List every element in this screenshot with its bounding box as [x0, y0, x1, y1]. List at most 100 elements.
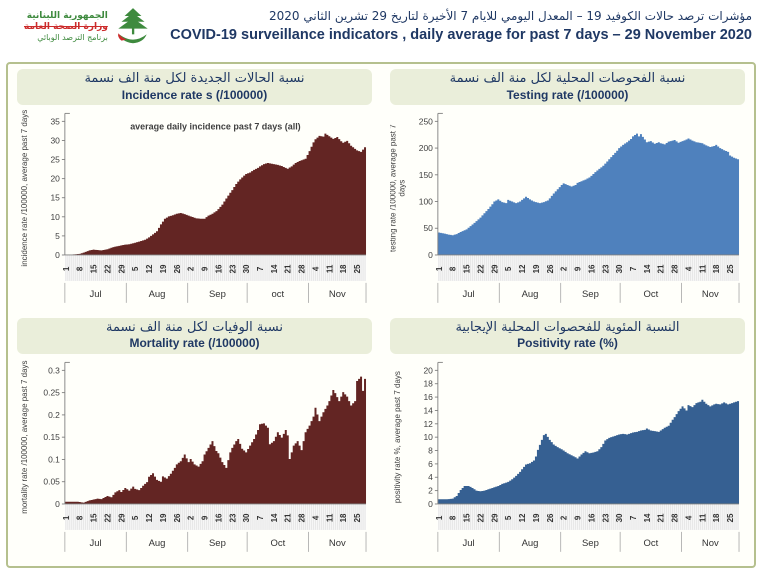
- moph-logo: الجمهورية اللبنانية وزارة الصحة العامة ب…: [24, 6, 154, 48]
- svg-text:15: 15: [90, 264, 99, 273]
- svg-text:11: 11: [325, 513, 334, 522]
- svg-text:16: 16: [587, 513, 596, 522]
- svg-text:Sep: Sep: [209, 289, 226, 300]
- svg-text:10: 10: [50, 212, 60, 222]
- svg-text:8: 8: [449, 515, 458, 520]
- svg-text:Sep: Sep: [582, 538, 599, 549]
- svg-text:25: 25: [50, 155, 60, 165]
- svg-text:30: 30: [242, 513, 251, 522]
- svg-text:8: 8: [449, 266, 458, 271]
- svg-text:Oct: Oct: [643, 289, 658, 300]
- svg-text:28: 28: [298, 264, 307, 273]
- svg-text:50: 50: [423, 224, 433, 234]
- svg-text:Oct: Oct: [643, 538, 658, 549]
- svg-text:30: 30: [242, 264, 251, 273]
- chart-block-incidence: نسبة الحالات الجديدة لكل منة الف نسمة In…: [17, 69, 372, 312]
- svg-text:1: 1: [62, 266, 71, 271]
- svg-text:16: 16: [214, 513, 223, 522]
- svg-text:16: 16: [423, 392, 433, 402]
- svg-text:30: 30: [50, 136, 60, 146]
- logo-text: الجمهورية اللبنانية وزارة الصحة العامة ب…: [24, 11, 108, 44]
- svg-text:14: 14: [270, 513, 279, 522]
- svg-text:0: 0: [428, 250, 433, 260]
- incidence-title-band: نسبة الحالات الجديدة لكل منة الف نسمة In…: [17, 69, 372, 106]
- svg-text:testing rate /100000, average: testing rate /100000, average past 7: [390, 124, 397, 252]
- svg-text:2: 2: [187, 266, 196, 271]
- testing-rate-svg: 0 50 100 150 200 250 testing rate /100000, ave…: [390, 113, 740, 304]
- svg-text:18: 18: [339, 513, 348, 522]
- header-titles: مؤشرات ترصد حالات الكوفيد 19 – المعدل ال…: [154, 0, 762, 46]
- svg-text:26: 26: [173, 513, 182, 522]
- svg-text:23: 23: [601, 264, 610, 273]
- svg-text:23: 23: [228, 513, 237, 522]
- svg-text:5: 5: [131, 515, 140, 520]
- chart-block-mortality: نسبة الوفيات لكل منة الف نسمة Mortality …: [17, 317, 372, 561]
- svg-text:0.25: 0.25: [43, 387, 60, 397]
- svg-text:Jul: Jul: [463, 289, 475, 300]
- svg-text:Nov: Nov: [329, 538, 346, 549]
- svg-text:1: 1: [62, 515, 71, 520]
- svg-text:average daily incidence past 7: average daily incidence past 7 days (all…: [130, 122, 301, 132]
- svg-text:20: 20: [50, 174, 60, 184]
- svg-text:15: 15: [463, 264, 472, 273]
- testing-title-band: نسبة الفحوصات المحلية لكل منة الف نسمة T…: [390, 69, 745, 106]
- svg-text:100: 100: [419, 197, 433, 207]
- svg-text:29: 29: [117, 264, 126, 273]
- svg-text:25: 25: [353, 513, 362, 522]
- svg-text:Nov: Nov: [702, 289, 719, 300]
- svg-text:5: 5: [55, 231, 60, 241]
- svg-text:14: 14: [270, 264, 279, 273]
- svg-text:Jul: Jul: [90, 289, 102, 300]
- svg-text:30: 30: [615, 264, 624, 273]
- svg-text:Aug: Aug: [149, 538, 166, 549]
- mortality-title-arabic: نسبة الوفيات لكل منة الف نسمة: [106, 319, 283, 335]
- svg-text:16: 16: [587, 264, 596, 273]
- header: الجمهورية اللبنانية وزارة الصحة العامة ب…: [0, 0, 762, 60]
- svg-text:15: 15: [463, 513, 472, 522]
- svg-text:22: 22: [103, 264, 112, 273]
- svg-text:25: 25: [353, 264, 362, 273]
- svg-text:Nov: Nov: [702, 538, 719, 549]
- svg-text:Sep: Sep: [209, 538, 226, 549]
- svg-text:15: 15: [90, 513, 99, 522]
- svg-text:30: 30: [615, 513, 624, 522]
- svg-text:28: 28: [298, 513, 307, 522]
- svg-text:9: 9: [574, 515, 583, 520]
- incidence-title-english: Incidence rate s (/100000): [121, 87, 268, 102]
- positivity-title-english: Positivity rate (%): [517, 336, 618, 351]
- svg-text:0.05: 0.05: [43, 476, 60, 486]
- svg-text:11: 11: [698, 513, 707, 522]
- svg-text:0: 0: [55, 499, 60, 509]
- svg-text:18: 18: [712, 513, 721, 522]
- svg-text:25: 25: [726, 513, 735, 522]
- charts-panel: نسبة الحالات الجديدة لكل منة الف نسمة In…: [6, 62, 756, 568]
- svg-text:12: 12: [518, 264, 527, 273]
- svg-text:16: 16: [214, 264, 223, 273]
- svg-text:1: 1: [435, 515, 444, 520]
- testing-title-english: Testing rate (/100000): [506, 87, 629, 102]
- svg-text:35: 35: [50, 117, 60, 127]
- svg-text:21: 21: [657, 513, 666, 522]
- svg-text:19: 19: [532, 264, 541, 273]
- svg-text:Jul: Jul: [90, 538, 102, 549]
- svg-text:1: 1: [435, 266, 444, 271]
- incidence-title-arabic: نسبة الحالات الجديدة لكل منة الف نسمة: [84, 71, 305, 86]
- positivity-title-arabic: النسبة المئوية للفحصوات المحلية الإيجابي…: [455, 319, 680, 335]
- svg-text:0: 0: [55, 250, 60, 260]
- svg-text:days: days: [397, 180, 406, 197]
- svg-text:oct: oct: [272, 289, 285, 300]
- mortality-title-band: نسبة الوفيات لكل منة الف نسمة Mortality …: [17, 317, 372, 354]
- svg-text:29: 29: [490, 264, 499, 273]
- svg-text:0.1: 0.1: [48, 454, 60, 464]
- svg-text:8: 8: [76, 515, 85, 520]
- svg-text:2: 2: [560, 515, 569, 520]
- svg-text:4: 4: [684, 515, 693, 520]
- svg-text:9: 9: [574, 266, 583, 271]
- svg-text:19: 19: [159, 264, 168, 273]
- svg-text:7: 7: [629, 515, 638, 520]
- svg-text:18: 18: [712, 264, 721, 273]
- svg-text:7: 7: [256, 515, 265, 520]
- svg-text:14: 14: [423, 405, 433, 415]
- svg-text:5: 5: [504, 266, 513, 271]
